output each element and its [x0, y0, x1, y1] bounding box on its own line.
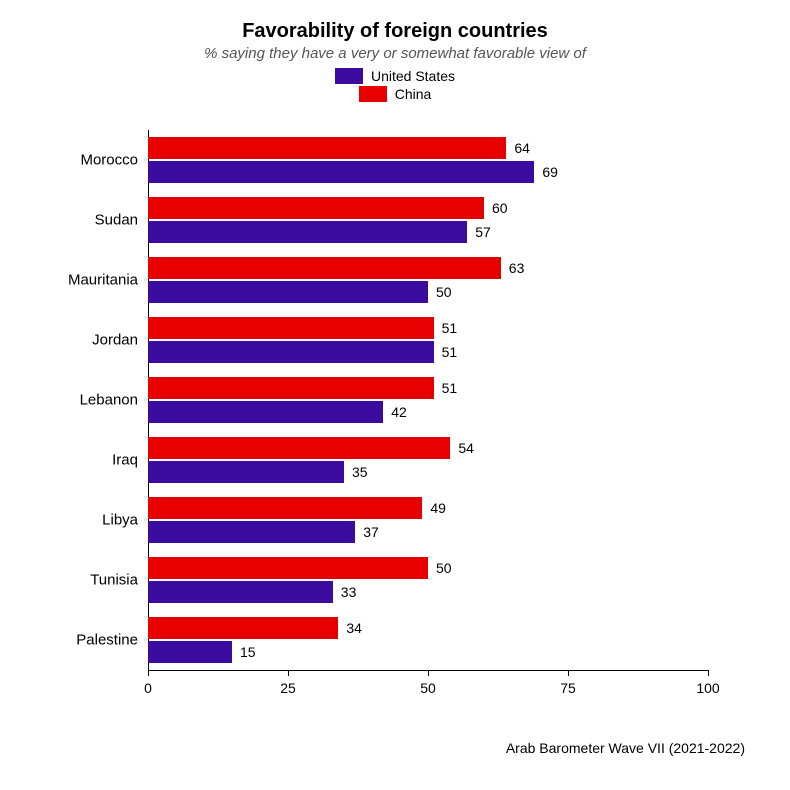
bar-label-us: 42 [383, 401, 407, 423]
bar-label-china: 51 [434, 377, 458, 399]
country-label: Lebanon [80, 392, 138, 409]
bar-label-us: 50 [428, 281, 452, 303]
row-lebanon: Lebanon5142 [148, 377, 708, 423]
row-tunisia: Tunisia5033 [148, 557, 708, 603]
bar-label-us: 35 [344, 461, 368, 483]
row-jordan: Jordan5151 [148, 317, 708, 363]
legend: United States China [0, 68, 790, 102]
country-label: Tunisia [90, 572, 138, 589]
chart-title: Favorability of foreign countries [0, 20, 790, 43]
x-tick [148, 670, 149, 676]
bar-label-china: 54 [450, 437, 474, 459]
bar-us: 69 [148, 161, 534, 183]
legend-item-us: United States [335, 68, 455, 84]
legend-item-china: China [359, 86, 432, 102]
bar-label-us: 15 [232, 641, 256, 663]
bar-label-us: 69 [534, 161, 558, 183]
x-tick [568, 670, 569, 676]
bar-label-us: 51 [434, 341, 458, 363]
row-mauritania: Mauritania6350 [148, 257, 708, 303]
x-tick-label: 75 [560, 680, 576, 698]
country-label: Libya [102, 512, 138, 529]
bar-label-china: 50 [428, 557, 452, 579]
row-libya: Libya4937 [148, 497, 708, 543]
bar-label-us: 33 [333, 581, 357, 603]
country-label: Jordan [92, 332, 138, 349]
bar-label-china: 34 [338, 617, 362, 639]
x-tick-label: 0 [144, 680, 152, 698]
x-tick-label: 50 [420, 680, 436, 698]
chart-canvas: Favorability of foreign countries % sayi… [0, 0, 790, 790]
row-morocco: Morocco6469 [148, 137, 708, 183]
bar-china: 49 [148, 497, 422, 519]
x-tick [708, 670, 709, 676]
bar-china: 51 [148, 317, 434, 339]
bar-china: 63 [148, 257, 501, 279]
legend-swatch-china [359, 86, 387, 102]
bar-label-us: 37 [355, 521, 379, 543]
bar-us: 35 [148, 461, 344, 483]
x-tick [428, 670, 429, 676]
legend-swatch-us [335, 68, 363, 84]
bar-china: 54 [148, 437, 450, 459]
bar-china: 34 [148, 617, 338, 639]
row-iraq: Iraq5435 [148, 437, 708, 483]
plot-area: Morocco6469 Sudan6057 Mauritania6350 Jordan… [148, 130, 708, 670]
x-tick-label: 100 [696, 680, 719, 698]
bar-china: 64 [148, 137, 506, 159]
country-label: Iraq [112, 452, 138, 469]
row-sudan: Sudan6057 [148, 197, 708, 243]
x-tick-label: 25 [280, 680, 296, 698]
bar-china: 51 [148, 377, 434, 399]
bar-label-china: 51 [434, 317, 458, 339]
bar-label-china: 63 [501, 257, 525, 279]
bar-us: 42 [148, 401, 383, 423]
source-caption: Arab Barometer Wave VII (2021-2022) [506, 740, 745, 756]
bar-label-us: 57 [467, 221, 491, 243]
legend-label-china: China [395, 86, 432, 102]
legend-label-us: United States [371, 68, 455, 84]
bar-us: 15 [148, 641, 232, 663]
bar-us: 51 [148, 341, 434, 363]
row-palestine: Palestine3415 [148, 617, 708, 663]
bar-us: 37 [148, 521, 355, 543]
bar-label-china: 64 [506, 137, 530, 159]
country-label: Mauritania [68, 272, 138, 289]
x-tick [288, 670, 289, 676]
bar-label-china: 49 [422, 497, 446, 519]
bar-label-china: 60 [484, 197, 508, 219]
bar-us: 33 [148, 581, 333, 603]
country-label: Sudan [95, 212, 138, 229]
bar-china: 50 [148, 557, 428, 579]
bar-us: 50 [148, 281, 428, 303]
bar-china: 60 [148, 197, 484, 219]
country-label: Palestine [76, 632, 138, 649]
bar-us: 57 [148, 221, 467, 243]
title-block: Favorability of foreign countries % sayi… [0, 20, 790, 62]
chart-subtitle: % saying they have a very or somewhat fa… [0, 45, 790, 62]
country-label: Morocco [80, 152, 138, 169]
